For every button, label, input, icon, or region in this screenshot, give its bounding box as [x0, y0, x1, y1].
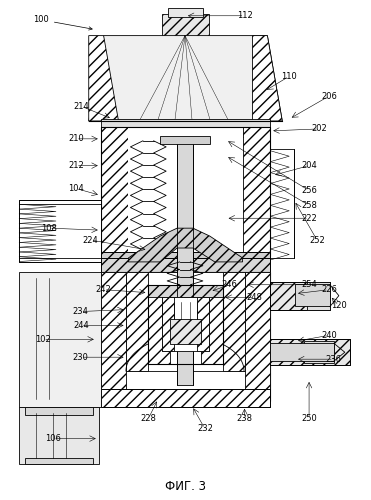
Text: 256: 256	[301, 186, 317, 195]
Polygon shape	[253, 36, 282, 121]
Bar	[101, 252, 270, 262]
Text: 120: 120	[331, 301, 347, 310]
Bar	[170, 320, 201, 344]
Text: 258: 258	[301, 201, 317, 210]
Text: 214: 214	[73, 102, 89, 110]
Text: 206: 206	[321, 92, 337, 100]
Text: 222: 222	[301, 214, 317, 222]
Text: 102: 102	[35, 335, 51, 344]
Bar	[101, 119, 270, 127]
Bar	[270, 282, 330, 310]
Bar	[127, 272, 148, 371]
Text: 224: 224	[83, 236, 99, 244]
Bar	[160, 136, 210, 144]
Bar	[101, 127, 270, 256]
Text: 240: 240	[321, 331, 337, 340]
Text: 232: 232	[197, 424, 213, 433]
Text: 110: 110	[281, 72, 297, 81]
Bar	[19, 272, 101, 407]
Bar	[162, 14, 209, 36]
Bar	[168, 8, 203, 17]
Text: 104: 104	[68, 184, 84, 193]
Bar	[270, 344, 334, 361]
Bar	[101, 389, 270, 407]
Bar	[127, 272, 244, 371]
Bar	[270, 149, 294, 258]
Bar	[19, 200, 101, 262]
Text: 228: 228	[140, 414, 156, 423]
Bar	[128, 127, 243, 256]
Polygon shape	[89, 36, 118, 121]
Text: 230: 230	[73, 352, 89, 362]
Text: 108: 108	[41, 224, 57, 232]
Bar	[101, 127, 270, 137]
Polygon shape	[304, 342, 334, 363]
Text: 100: 100	[33, 15, 92, 30]
Bar	[295, 284, 330, 306]
Bar	[19, 407, 99, 465]
Text: 234: 234	[73, 307, 89, 316]
Text: 252: 252	[309, 236, 325, 244]
Bar	[101, 258, 270, 272]
Bar	[148, 284, 223, 296]
Bar	[101, 272, 127, 401]
Bar	[243, 127, 270, 256]
Bar	[162, 296, 174, 351]
Text: 212: 212	[68, 161, 84, 170]
Text: 254: 254	[301, 280, 317, 289]
Bar	[223, 272, 244, 371]
Bar	[162, 296, 209, 351]
Text: 226: 226	[321, 285, 337, 294]
Bar	[244, 272, 270, 401]
Bar	[127, 272, 244, 371]
Text: 210: 210	[68, 134, 84, 143]
Text: 106: 106	[45, 434, 61, 443]
Text: 244: 244	[73, 321, 89, 330]
Text: 204: 204	[301, 161, 317, 170]
Bar	[270, 340, 350, 365]
Bar	[101, 389, 270, 407]
Text: 236: 236	[326, 354, 342, 364]
Text: 238: 238	[237, 414, 253, 423]
Bar	[25, 407, 93, 415]
Text: 202: 202	[311, 124, 327, 134]
Polygon shape	[89, 36, 282, 121]
Bar	[201, 284, 223, 364]
Text: ФИГ. 3: ФИГ. 3	[164, 480, 206, 492]
Bar	[177, 137, 193, 385]
Bar	[270, 340, 350, 365]
Bar	[101, 258, 270, 272]
Bar	[197, 296, 209, 351]
Bar	[101, 272, 270, 401]
Bar	[148, 284, 170, 364]
Bar	[270, 282, 330, 310]
Text: 250: 250	[301, 414, 317, 423]
Text: 242: 242	[96, 285, 112, 294]
Bar	[101, 252, 270, 262]
Polygon shape	[307, 282, 330, 310]
Text: 112: 112	[237, 12, 252, 20]
Bar	[101, 127, 128, 256]
Polygon shape	[128, 228, 243, 262]
Text: 246: 246	[222, 280, 237, 289]
Bar	[19, 200, 101, 262]
Bar	[148, 284, 223, 364]
Bar	[25, 458, 93, 464]
Text: 248: 248	[247, 293, 262, 302]
